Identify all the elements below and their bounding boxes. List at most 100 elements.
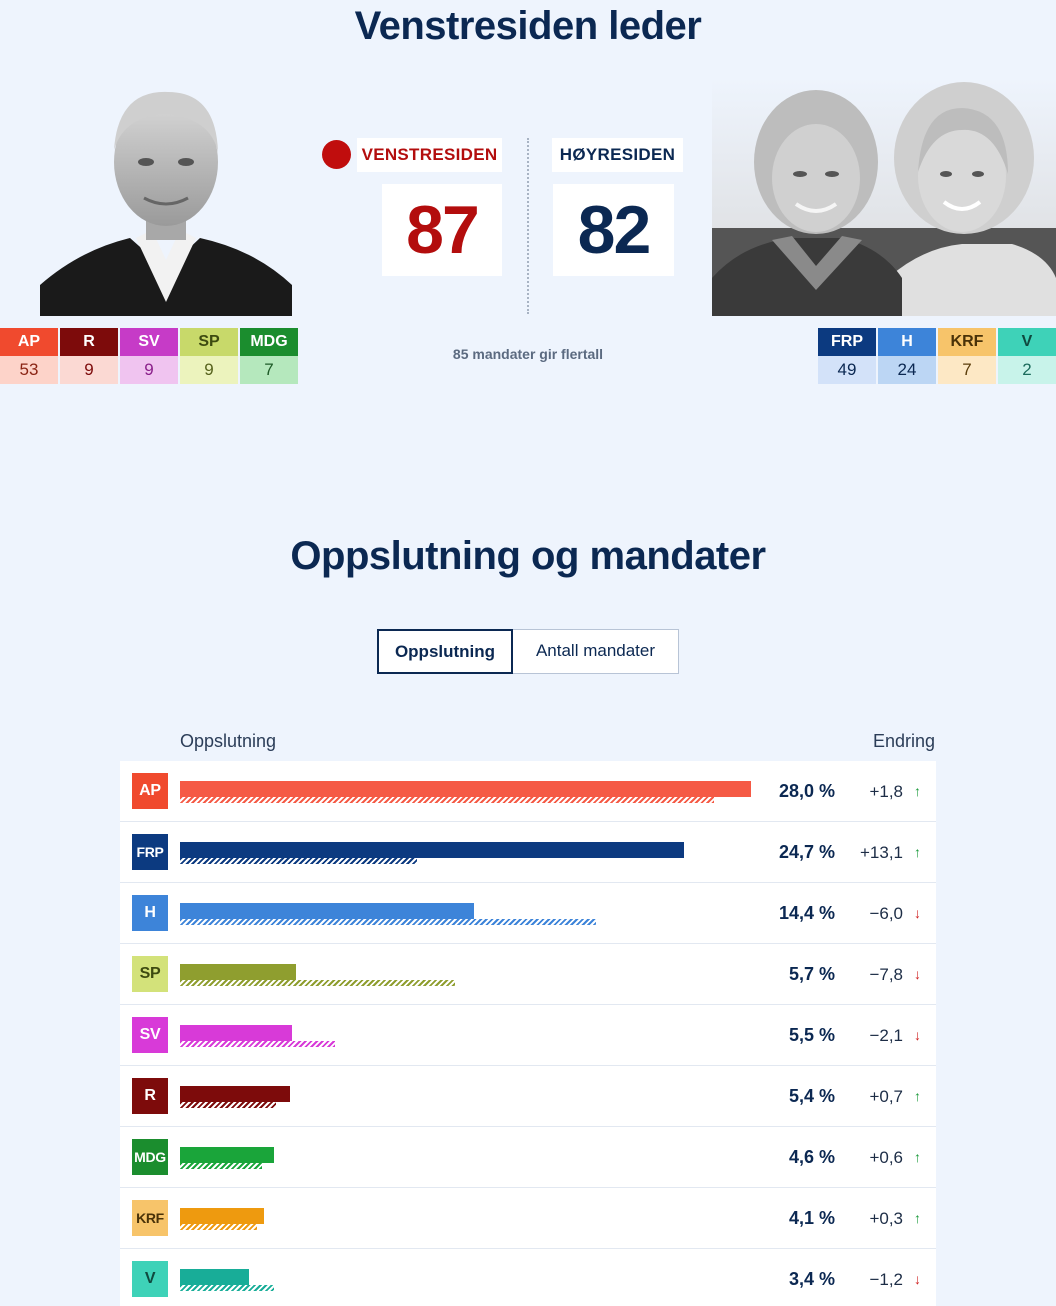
support-change: −2,1 xyxy=(869,1026,903,1045)
support-change: +0,3 xyxy=(869,1209,903,1228)
column-header-support: Oppslutning xyxy=(180,731,277,751)
party-badge: MDG xyxy=(132,1139,168,1175)
seat-cell-h: H 24 xyxy=(878,328,936,384)
seat-party-label: FRP xyxy=(818,328,876,356)
results-table: AP 28,0 % +1,8 ↑ FRP 24,7 % +13,1 ↑ H 14,4 % −6,0 ↓… xyxy=(120,761,936,1306)
arrow-up-icon: ↑ xyxy=(914,783,921,799)
right-leaders-portrait xyxy=(712,78,1056,316)
seat-count: 7 xyxy=(938,356,996,384)
seat-cell-frp: FRP 49 xyxy=(818,328,876,384)
support-percent: 3,4 % xyxy=(788,1269,835,1289)
bar-current-ap xyxy=(180,781,751,797)
column-header-change: Endring xyxy=(872,731,935,751)
party-row-v: V 3,4 % −1,2 ↓ xyxy=(120,1249,936,1306)
support-percent: 14,4 % xyxy=(778,903,835,923)
seat-party-label: MDG xyxy=(240,328,298,356)
seat-count: 2 xyxy=(998,356,1056,384)
support-change: +0,6 xyxy=(869,1148,903,1167)
seat-count: 7 xyxy=(240,356,298,384)
left-bloc-seat-count: 87 xyxy=(382,184,502,276)
bar-previous-mdg xyxy=(180,1163,262,1169)
seat-party-label: V xyxy=(998,328,1056,356)
bar-current-sv xyxy=(180,1025,293,1041)
party-row-mdg: MDG 4,6 % +0,6 ↑ xyxy=(120,1127,936,1188)
left-bloc-label: VENSTRESIDEN xyxy=(357,138,502,172)
support-change: −7,8 xyxy=(869,965,903,984)
leading-indicator-dot xyxy=(322,140,351,169)
support-percent: 28,0 % xyxy=(778,781,835,801)
seat-cell-sv: SV 9 xyxy=(120,328,178,384)
left-leader-portrait xyxy=(40,70,292,316)
arrow-down-icon: ↓ xyxy=(914,1027,921,1043)
bar-current-r xyxy=(180,1086,291,1102)
seat-party-label: KRF xyxy=(938,328,996,356)
support-change: −6,0 xyxy=(869,904,903,923)
right-bloc-seat-count: 82 xyxy=(553,184,674,276)
bar-current-h xyxy=(180,903,474,919)
bar-current-mdg xyxy=(180,1147,274,1163)
seat-party-label: R xyxy=(60,328,118,356)
party-row-krf: KRF 4,1 % +0,3 ↑ xyxy=(120,1188,936,1249)
support-percent: 4,6 % xyxy=(788,1147,835,1167)
bar-previous-frp xyxy=(180,858,417,864)
arrow-down-icon: ↓ xyxy=(914,966,921,982)
arrow-down-icon: ↓ xyxy=(914,1271,921,1287)
party-row-sv: SV 5,5 % −2,1 ↓ xyxy=(120,1005,936,1066)
party-badge: SV xyxy=(132,1017,168,1053)
tab-antall-mandater[interactable]: Antall mandater xyxy=(513,629,679,674)
party-row-r: R 5,4 % +0,7 ↑ xyxy=(120,1066,936,1127)
seat-cell-ap: AP 53 xyxy=(0,328,58,384)
party-badge: FRP xyxy=(132,834,168,870)
seat-cell-sp: SP 9 xyxy=(180,328,238,384)
bar-previous-h xyxy=(180,919,596,925)
party-badge: SP xyxy=(132,956,168,992)
support-percent: 5,7 % xyxy=(788,964,835,984)
party-badge: KRF xyxy=(132,1200,168,1236)
party-badge: V xyxy=(132,1261,168,1297)
arrow-up-icon: ↑ xyxy=(914,1088,921,1104)
tab-oppslutning[interactable]: Oppslutning xyxy=(377,629,513,674)
support-change: +13,1 xyxy=(859,843,903,862)
arrow-up-icon: ↑ xyxy=(914,1210,921,1226)
party-badge: H xyxy=(132,895,168,931)
seat-party-label: SV xyxy=(120,328,178,356)
party-row-frp: FRP 24,7 % +13,1 ↑ xyxy=(120,822,936,883)
bar-previous-ap xyxy=(180,797,715,803)
party-row-h: H 14,4 % −6,0 ↓ xyxy=(120,883,936,944)
party-row-ap: AP 28,0 % +1,8 ↑ xyxy=(120,761,936,822)
seat-count: 24 xyxy=(878,356,936,384)
seat-party-label: SP xyxy=(180,328,238,356)
view-tabs: Oppslutning Antall mandater xyxy=(377,629,679,674)
party-badge: R xyxy=(132,1078,168,1114)
bar-previous-sp xyxy=(180,980,456,986)
bar-previous-v xyxy=(180,1285,274,1291)
support-change: +1,8 xyxy=(869,782,903,801)
arrow-up-icon: ↑ xyxy=(914,844,921,860)
party-row-sp: SP 5,7 % −7,8 ↓ xyxy=(120,944,936,1005)
majority-note: 85 mandater gir flertall xyxy=(452,346,604,362)
seat-cell-krf: KRF 7 xyxy=(938,328,996,384)
seat-cell-mdg: MDG 7 xyxy=(240,328,298,384)
seat-count: 9 xyxy=(60,356,118,384)
page-title: Venstresiden leder xyxy=(354,4,702,48)
right-bloc-label: HØYRESIDEN xyxy=(552,138,683,172)
section-title: Oppslutning og mandater xyxy=(290,534,766,578)
seat-party-label: AP xyxy=(0,328,58,356)
support-change: −1,2 xyxy=(869,1270,903,1289)
seat-count: 49 xyxy=(818,356,876,384)
support-percent: 5,4 % xyxy=(788,1086,835,1106)
right-bloc-seats: FRP 49 H 24 KRF 7 V 2 xyxy=(818,328,1056,384)
bar-previous-r xyxy=(180,1102,276,1108)
support-change: +0,7 xyxy=(869,1087,903,1106)
support-percent: 5,5 % xyxy=(788,1025,835,1045)
bar-previous-sv xyxy=(180,1041,335,1047)
seat-count: 9 xyxy=(180,356,238,384)
seat-party-label: H xyxy=(878,328,936,356)
seat-count: 53 xyxy=(0,356,58,384)
support-percent: 24,7 % xyxy=(778,842,835,862)
left-bloc-seats: AP 53 R 9 SV 9 SP 9 MDG 7 xyxy=(0,328,298,384)
bar-current-frp xyxy=(180,842,684,858)
bloc-divider xyxy=(527,138,529,314)
